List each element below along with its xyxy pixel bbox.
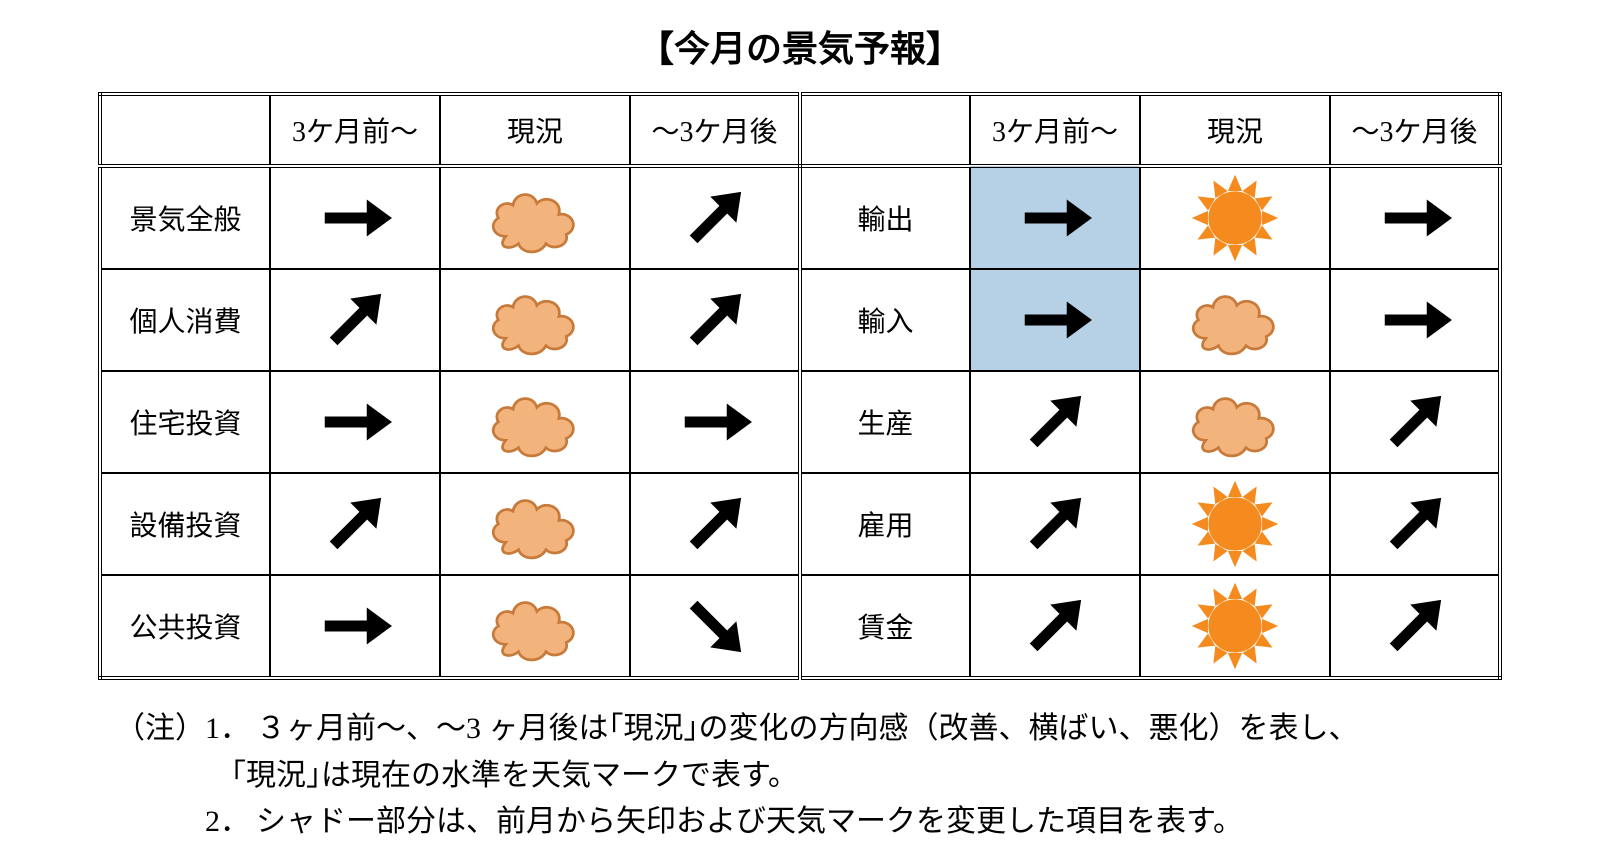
sun-icon [1140,575,1330,678]
footnotes: （注） 1． ３ヶ月前～、～3 ヶ月後は｢現況｣の変化の方向感（改善、横ばい、悪… [115,706,1485,846]
header-blank-right [800,94,970,166]
cloud-icon [440,371,630,473]
row-label: 個人消費 [100,269,270,371]
footnote-1-num: 1． [205,706,256,753]
header-now-left: 現況 [440,94,630,166]
arrow-flat-icon [1330,166,1500,269]
table-row: 個人消費 輸入 [100,269,1500,371]
cloud-icon [440,473,630,575]
row-label: 公共投資 [100,575,270,678]
footnote-2-line-1: シャドー部分は、前月から矢印および天気マークを変更した項目を表す。 [256,799,1485,846]
cloud-icon [1140,371,1330,473]
row-label: 住宅投資 [100,371,270,473]
header-blank-left [100,94,270,166]
page-title: 【今月の景気予報】 [0,20,1600,72]
arrow-up-icon [1330,575,1500,678]
page: 【今月の景気予報】 3ケ月前～ 現況 ～3ケ月後 3ケ月前～ 現況 ～3ケ月後 … [0,0,1600,846]
arrow-up-icon [970,473,1140,575]
row-label: 輸入 [800,269,970,371]
arrow-flat-icon [270,371,440,473]
header-past-left: 3ケ月前～ [270,94,440,166]
arrow-down-icon [630,575,800,678]
footnote-2-num: 2． [205,799,256,846]
row-label: 賃金 [800,575,970,678]
footnote-1-line-2: ｢現況｣は現在の水準を天気マークで表す。 [231,753,1485,800]
header-future-right: ～3ケ月後 [1330,94,1500,166]
cloud-icon [440,575,630,678]
table-row: 設備投資 雇用 [100,473,1500,575]
arrow-flat-icon [970,269,1140,371]
row-label: 設備投資 [100,473,270,575]
arrow-up-icon [630,269,800,371]
arrow-up-icon [630,473,800,575]
arrow-up-icon [970,575,1140,678]
arrow-flat-icon [270,575,440,678]
sun-icon [1140,473,1330,575]
table-row: 公共投資 賃金 [100,575,1500,678]
arrow-up-icon [1330,371,1500,473]
arrow-up-icon [630,166,800,269]
arrow-up-icon [1330,473,1500,575]
header-past-right: 3ケ月前～ [970,94,1140,166]
header-now-right: 現況 [1140,94,1330,166]
forecast-table-wrap: 3ケ月前～ 現況 ～3ケ月後 3ケ月前～ 現況 ～3ケ月後 景気全般 [0,92,1600,680]
table-row: 景気全般 輸出 [100,166,1500,269]
sun-icon [1140,166,1330,269]
header-future-left: ～3ケ月後 [630,94,800,166]
footnote-2: （注） 2． シャドー部分は、前月から矢印および天気マークを変更した項目を表す。 [115,799,1485,846]
arrow-up-icon [970,371,1140,473]
cloud-icon [440,166,630,269]
row-label: 輸出 [800,166,970,269]
arrow-flat-icon [1330,269,1500,371]
row-label: 生産 [800,371,970,473]
footnote-label: （注） [115,706,205,753]
arrow-flat-icon [630,371,800,473]
table-row: 住宅投資 生産 [100,371,1500,473]
arrow-up-icon [270,269,440,371]
footnote-1: （注） 1． ３ヶ月前～、～3 ヶ月後は｢現況｣の変化の方向感（改善、横ばい、悪… [115,706,1485,753]
forecast-table-body: 景気全般 輸出 個人消費 [100,166,1500,678]
arrow-flat-icon [270,166,440,269]
header-row: 3ケ月前～ 現況 ～3ケ月後 3ケ月前～ 現況 ～3ケ月後 [100,94,1500,166]
forecast-table: 3ケ月前～ 現況 ～3ケ月後 3ケ月前～ 現況 ～3ケ月後 景気全般 [98,92,1502,680]
arrow-up-icon [270,473,440,575]
arrow-flat-icon [970,166,1140,269]
row-label: 景気全般 [100,166,270,269]
cloud-icon [440,269,630,371]
footnote-1-cont: ｢現況｣は現在の水準を天気マークで表す。 [115,753,1485,800]
cloud-icon [1140,269,1330,371]
footnote-1-line-1: ３ヶ月前～、～3 ヶ月後は｢現況｣の変化の方向感（改善、横ばい、悪化）を表し、 [256,706,1485,753]
row-label: 雇用 [800,473,970,575]
